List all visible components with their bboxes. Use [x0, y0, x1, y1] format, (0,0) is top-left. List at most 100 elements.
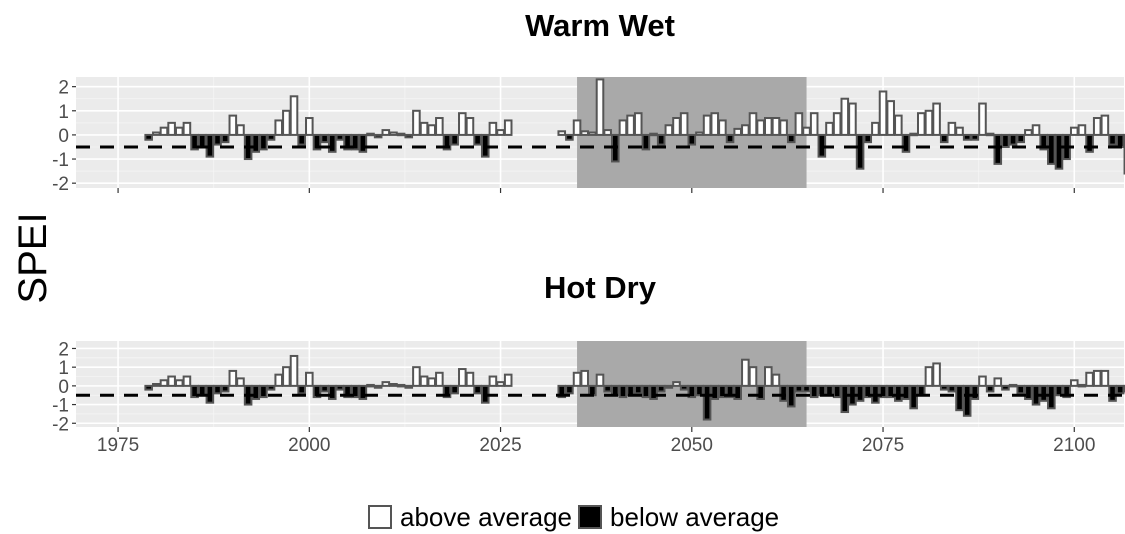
y-tick-label: 1: [58, 102, 69, 123]
bar-above-average: [704, 116, 711, 135]
bar-above-average: [589, 133, 596, 135]
bar-above-average: [765, 367, 772, 386]
bar-below-average: [658, 386, 665, 392]
bar-below-average: [941, 135, 948, 142]
y-tick-label: 2: [58, 339, 69, 360]
legend-label-below: below average: [610, 502, 779, 533]
bar-above-average: [834, 113, 841, 135]
bar-above-average: [1102, 116, 1109, 135]
bar-above-average: [398, 134, 405, 136]
bar-below-average: [635, 386, 642, 393]
bar-below-average: [268, 135, 275, 140]
bar-below-average: [337, 135, 344, 140]
bar-above-average: [574, 373, 581, 386]
bar-below-average: [252, 386, 259, 399]
bar-above-average: [841, 99, 848, 135]
bar-above-average: [184, 123, 191, 135]
bar-above-average: [421, 123, 428, 135]
bar-above-average: [872, 123, 879, 135]
bar-below-average: [1040, 386, 1047, 401]
bar-below-average: [841, 386, 848, 412]
bar-above-average: [734, 129, 741, 135]
bar-above-average: [467, 118, 474, 135]
bar-above-average: [153, 133, 160, 135]
bar-above-average: [979, 377, 986, 386]
bar-above-average: [956, 128, 963, 135]
bar-below-average: [1048, 135, 1055, 164]
bar-below-average: [796, 386, 803, 392]
y-tick-label: 0: [58, 377, 69, 398]
bar-above-average: [237, 125, 244, 135]
bar-above-average: [1086, 373, 1093, 386]
bar-below-average: [1002, 386, 1009, 390]
bar-below-average: [268, 386, 275, 390]
bar-above-average: [1033, 125, 1040, 135]
bar-above-average: [765, 118, 772, 135]
bar-above-average: [306, 118, 313, 135]
bar-above-average: [383, 130, 390, 135]
y-tick-label: -2: [52, 174, 69, 195]
bar-below-average: [1002, 135, 1009, 147]
bar-below-average: [214, 386, 221, 393]
bar-below-average: [956, 386, 963, 410]
bar-above-average: [161, 128, 168, 135]
bar-below-average: [643, 386, 650, 397]
bar-above-average: [581, 371, 588, 386]
bar-below-average: [260, 135, 267, 149]
bar-above-average: [1102, 371, 1109, 386]
bar-below-average: [222, 386, 229, 392]
bar-above-average: [497, 130, 504, 135]
bar-above-average: [620, 120, 627, 134]
bar-above-average: [459, 113, 466, 135]
bar-above-average: [933, 104, 940, 135]
bar-above-average: [428, 378, 435, 385]
legend-key-below: [578, 505, 602, 529]
bar-below-average: [298, 386, 305, 393]
bar-below-average: [1048, 386, 1055, 408]
y-tick-label: -2: [52, 414, 69, 435]
bar-below-average: [1117, 386, 1124, 393]
bar-above-average: [604, 130, 611, 135]
bar-below-average: [643, 135, 650, 149]
bar-above-average: [505, 375, 512, 386]
bar-above-average: [581, 131, 588, 135]
bar-below-average: [734, 386, 741, 399]
y-tick-label: -1: [52, 150, 69, 171]
bar-above-average: [428, 125, 435, 135]
bar-below-average: [711, 386, 718, 399]
bar-below-average: [360, 386, 367, 399]
bar-above-average: [895, 116, 902, 135]
bar-below-average: [864, 135, 871, 142]
bar-above-average: [666, 125, 673, 135]
bar-above-average: [490, 377, 497, 386]
bar-below-average: [903, 135, 910, 152]
y-tick-label: 2: [58, 78, 69, 99]
bar-below-average: [964, 386, 971, 416]
bar-above-average: [1025, 130, 1032, 135]
bar-below-average: [566, 135, 573, 140]
bar-above-average: [803, 128, 810, 135]
bar-above-average: [796, 113, 803, 135]
bar-below-average: [214, 135, 221, 145]
bar-below-average: [1010, 135, 1017, 145]
bar-above-average: [673, 382, 680, 386]
bar-above-average: [230, 116, 237, 135]
bar-below-average: [145, 135, 152, 140]
bar-below-average: [375, 135, 382, 137]
bar-above-average: [880, 91, 887, 134]
bar-below-average: [788, 135, 795, 142]
bar-above-average: [413, 111, 420, 135]
bar-above-average: [275, 120, 282, 134]
bar-above-average: [436, 373, 443, 386]
bar-above-average: [1010, 385, 1017, 387]
bar-above-average: [383, 382, 390, 386]
y-tick-label: -1: [52, 396, 69, 417]
bar-below-average: [321, 386, 328, 392]
y-axis-title: SPEI: [11, 212, 55, 303]
bar-above-average: [597, 375, 604, 386]
bar-below-average: [780, 386, 787, 401]
